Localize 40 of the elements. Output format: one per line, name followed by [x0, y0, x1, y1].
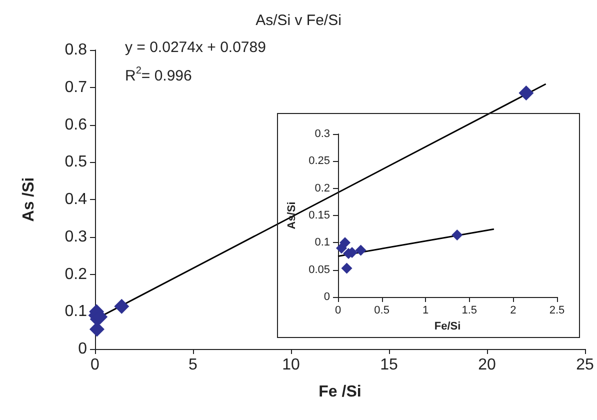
y-tick-label: 0.8	[64, 42, 88, 58]
point	[518, 85, 534, 100]
y-axis-title: As/Si	[286, 202, 298, 230]
x-tick-label: 1.5	[462, 304, 478, 316]
annotation: y = 0.0274x + 0.0789	[125, 39, 266, 56]
y-tick-label: 0.4	[64, 191, 88, 208]
y-tick-label: 0.6	[64, 116, 88, 134]
y-tick-label: 0.2	[314, 182, 330, 194]
point	[114, 298, 130, 314]
chart-title: As/Si v Fe/Si	[256, 12, 342, 29]
x-tick-label: 1	[422, 304, 429, 316]
x-tick-label: 25	[576, 356, 594, 374]
x-tick-label: 2.5	[549, 304, 565, 316]
x-tick-label: 5	[188, 356, 198, 374]
x-tick-label: 2	[510, 304, 516, 316]
x-tick-label: 15	[380, 356, 398, 374]
point	[341, 262, 352, 274]
y-tick-label: 0.1	[314, 236, 330, 249]
y-axis-title: As /Si	[20, 177, 38, 222]
y-tick-label: 0	[324, 291, 330, 303]
y-tick-label: 0.3	[64, 228, 88, 246]
y-tick-label: 0.1	[64, 303, 88, 320]
point	[340, 237, 351, 248]
x-tick-label: 0	[90, 356, 100, 374]
y-tick-label: 0.7	[64, 78, 88, 96]
x-tick-label: 20	[478, 356, 496, 374]
point	[452, 230, 463, 241]
x-axis-title: Fe /Si	[318, 384, 362, 400]
y-tick-label: 0.2	[64, 266, 88, 283]
x-tick-label: 10	[282, 356, 300, 374]
y-tick-label: 0.5	[64, 154, 88, 171]
y-tick-label: 0	[78, 340, 88, 358]
y-tick-label: 0.15	[308, 210, 330, 222]
y-tick-label: 0.05	[308, 264, 330, 276]
x-tick-label: 0.5	[374, 304, 390, 316]
x-axis-title: Fe/Si	[434, 320, 461, 332]
x-tick-label: 0	[334, 304, 342, 316]
y-tick-label: 0.25	[308, 155, 330, 168]
y-tick-label: 0.3	[314, 128, 330, 140]
point	[355, 244, 366, 256]
